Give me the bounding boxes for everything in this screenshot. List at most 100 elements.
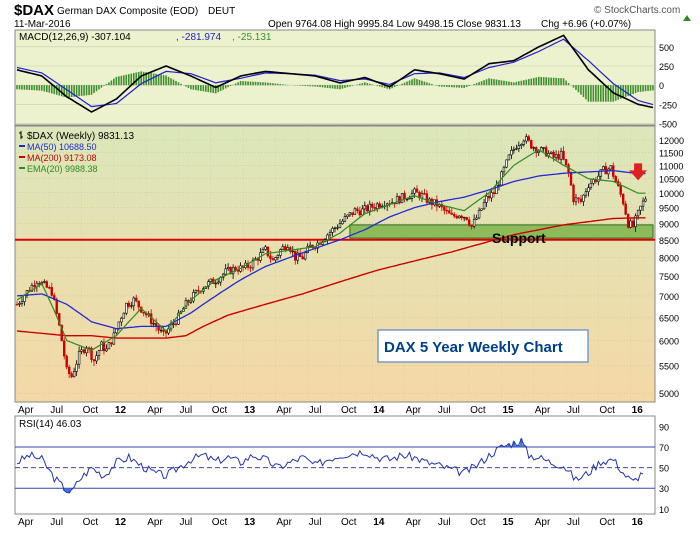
annotation-frame [377,329,589,363]
candle-body [308,244,312,247]
candle-body [115,328,118,334]
candle-body [413,188,416,194]
price-legend-symbol: $DAX (Weekly) 9831.13 [27,131,135,142]
rsi-line [16,437,644,494]
macd-legend-signal: , -281.974 [176,32,221,43]
price-tick-label: 5500 [659,362,679,372]
price-x-label: Oct [470,405,486,416]
candle-body [356,208,359,212]
candle-body [217,281,220,284]
rsi-panel [14,415,656,515]
candle-body [361,208,364,216]
candle-body [296,252,299,261]
rsi-x-ticks: Apr Jul Oct 12 Apr Jul Oct 13 Apr Jul Oct 14 Apr Jul O… [18,517,643,528]
candle-body [462,216,466,219]
watermark: © StockCharts.com [594,5,680,16]
rsi-x-label: Jul [179,517,192,528]
candle-body [552,151,555,158]
rsi-x-label: Jul [567,517,580,528]
price-legend-ma50: MA(50) 10688.50 [27,142,97,152]
candle-body [159,329,163,332]
candle-body [301,256,304,260]
rsi-tick-label: 50 [659,464,669,474]
candle-body [207,281,210,287]
candle-body [475,217,478,220]
candle-body [589,182,593,189]
rsi-x-label: Jul [438,517,451,528]
candle-body [639,205,642,211]
candle-body [363,205,367,210]
candle-body [366,205,369,212]
price-tick-label: 9000 [659,219,679,229]
candle-body [291,250,294,253]
candle-body [249,267,252,269]
price-tick-label: 7000 [659,292,679,302]
price-x-label: Apr [147,405,163,416]
candle-body [328,232,332,236]
candle-body [30,284,34,292]
macd-lines [16,34,654,113]
candle-body [45,281,49,288]
rsi-tick-label: 90 [659,422,669,432]
bar-icon [19,131,23,139]
candle-body [485,195,488,203]
price-x-ticks: Apr Jul Oct 12 Apr Jul Oct 13 Apr Jul Oct 14 Apr Jul O… [18,405,643,416]
candle-body [621,194,625,205]
candle-body [331,227,334,233]
ma200-line [16,217,646,339]
candle-body [229,267,232,275]
candle-body [505,159,508,168]
price-tick-label: 8000 [659,253,679,263]
candle-body [90,347,93,360]
macd-signal-line [16,38,654,108]
candle-body [197,290,200,292]
candle-body [584,191,588,196]
rsi-x-label: 12 [115,517,127,528]
candle-body [634,215,637,228]
candle-body [70,373,73,378]
candle-body [579,198,583,202]
price-tick-label: 5000 [659,389,679,399]
candle-body [626,214,630,228]
candle-body [480,208,483,211]
candle-body [644,198,647,202]
candle-body [341,220,344,224]
macd-panel [14,29,656,126]
rsi-y-ticks: 90 70 50 30 10 [659,422,669,515]
rsi-x-label: Apr [406,517,422,528]
candle-body [174,323,178,325]
candle-body [470,224,473,227]
candle-body [425,193,429,203]
macd-legend-hist: , -25.131 [232,32,272,43]
candle-body [343,216,347,222]
candle-body [572,184,575,203]
price-legend-ma200: MA(200) 9173.08 [27,153,97,163]
candle-body [453,214,456,217]
price-tick-label: 7500 [659,272,679,282]
candle-body [641,200,645,207]
exchange-label: DEUT [208,6,235,17]
macd-y-ticks: 500 250 0 -250 -500 [659,43,677,130]
price-tick-label: 8500 [659,236,679,246]
candle-body [23,295,26,302]
rsi-grid [15,446,655,489]
price-x-label: Jul [567,405,580,416]
candle-body [467,219,471,226]
annotation-box: DAX 5 Year Weekly Chart [377,329,589,363]
price-x-label: 15 [502,405,514,416]
candle-body [333,227,337,229]
rsi-tick-label: 70 [659,443,669,453]
candle-body [495,185,498,195]
candle-body [587,187,590,193]
rsi-x-label: Apr [535,517,551,528]
candle-body [520,144,523,147]
price-tick-label: 6500 [659,313,679,323]
chart-header: $DAX German DAX Composite (EOD) DEUT 11-… [14,2,691,30]
rsi-x-label: Oct [470,517,486,528]
rsi-x-label: Oct [341,517,357,528]
ma50-swatch [19,145,25,147]
candle-body [162,329,165,332]
instrument-name: German DAX Composite (EOD) [57,6,198,17]
ma200-swatch [19,156,25,158]
